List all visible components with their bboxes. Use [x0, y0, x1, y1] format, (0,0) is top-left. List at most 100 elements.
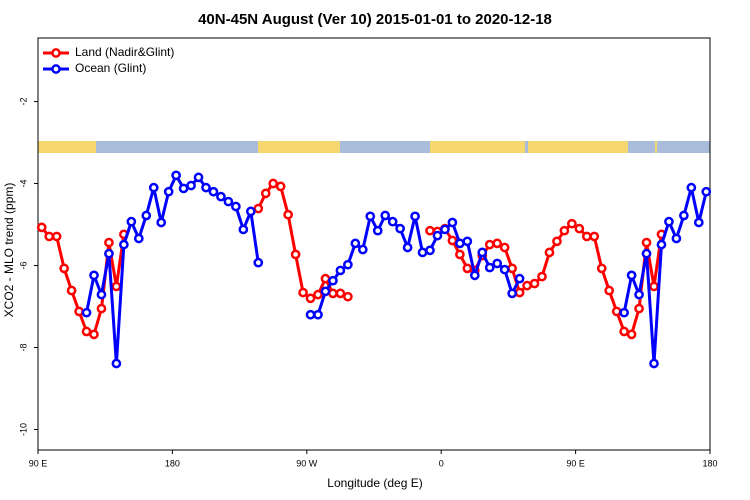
y-tick-label: -6	[18, 262, 28, 270]
point	[604, 285, 615, 296]
y-tick-label: -2	[18, 98, 28, 106]
chart-title: 40N-45N August (Ver 10) 2015-01-01 to 20…	[198, 11, 552, 28]
point	[320, 273, 331, 284]
point	[522, 280, 532, 291]
point	[343, 259, 353, 270]
point	[81, 326, 92, 337]
strip-land	[430, 141, 525, 153]
point	[156, 217, 167, 228]
strip-land	[258, 141, 340, 153]
point	[537, 271, 547, 282]
point	[514, 273, 525, 284]
point	[208, 186, 219, 197]
point	[96, 289, 107, 300]
point	[104, 248, 114, 259]
point	[328, 275, 338, 286]
point	[357, 244, 368, 255]
point	[343, 291, 353, 302]
point	[36, 222, 47, 233]
point	[514, 287, 525, 298]
point	[350, 238, 361, 249]
point	[455, 249, 465, 260]
strip-land	[655, 141, 657, 153]
land-ocean-strip	[38, 141, 710, 153]
point	[395, 223, 405, 234]
point	[649, 281, 659, 292]
point	[313, 289, 323, 300]
point	[484, 262, 495, 273]
point	[626, 329, 637, 340]
point	[499, 264, 510, 275]
x-tick-label: 90 E	[566, 458, 585, 468]
point	[372, 225, 383, 236]
legend-label: Land (Nadir&Glint)	[75, 45, 174, 59]
strip-land	[528, 141, 628, 153]
point	[328, 288, 338, 299]
point	[89, 270, 99, 281]
point	[104, 237, 114, 248]
x-tick-label: 90 W	[296, 458, 318, 468]
point	[664, 216, 674, 227]
point	[231, 201, 241, 212]
point	[119, 239, 129, 250]
point	[686, 182, 697, 193]
point	[462, 263, 473, 274]
point	[216, 191, 226, 202]
point	[171, 170, 181, 181]
point	[425, 225, 435, 236]
point	[178, 183, 189, 194]
legend-label: Ocean (Glint)	[75, 61, 146, 75]
y-tick-label: -10	[18, 423, 28, 436]
point	[596, 263, 607, 274]
point	[701, 186, 712, 197]
point	[290, 249, 301, 260]
point	[611, 306, 622, 317]
x-tick-label: 180	[702, 458, 717, 468]
point	[567, 218, 577, 229]
point	[432, 230, 443, 241]
point	[447, 217, 458, 228]
point	[111, 281, 122, 292]
point	[44, 231, 55, 242]
point	[148, 182, 159, 193]
point	[253, 257, 264, 268]
point	[425, 245, 435, 256]
point	[492, 238, 503, 249]
x-axis-title: Longitude (deg E)	[327, 476, 422, 490]
point	[268, 178, 279, 189]
point	[619, 307, 629, 318]
point	[365, 211, 376, 222]
x-tick-label: 180	[165, 458, 180, 468]
point	[544, 247, 555, 258]
point	[410, 211, 420, 222]
legend-marker	[51, 48, 61, 58]
point	[671, 233, 682, 244]
point	[574, 223, 585, 234]
point	[634, 289, 644, 300]
point	[529, 278, 540, 289]
point	[298, 287, 308, 298]
point	[447, 235, 458, 246]
point	[380, 210, 391, 221]
series-line	[85, 173, 708, 365]
point	[305, 309, 316, 320]
y-tick-label: -4	[18, 180, 28, 188]
point	[641, 237, 652, 248]
point	[507, 263, 517, 274]
point	[193, 172, 204, 183]
point	[417, 247, 428, 258]
point	[66, 285, 77, 296]
plot-frame	[37, 37, 711, 451]
series-line	[40, 182, 663, 336]
point	[484, 239, 495, 250]
x-tick-label: 90 E	[29, 458, 48, 468]
point	[238, 224, 249, 235]
y-axis-title: XCO2 - MLO trend (ppm)	[2, 183, 16, 318]
point	[223, 196, 234, 207]
point	[507, 288, 517, 299]
point	[656, 239, 667, 250]
point	[552, 236, 562, 247]
point	[51, 231, 62, 242]
point	[469, 270, 480, 281]
x-tick-label: 0	[439, 458, 444, 468]
